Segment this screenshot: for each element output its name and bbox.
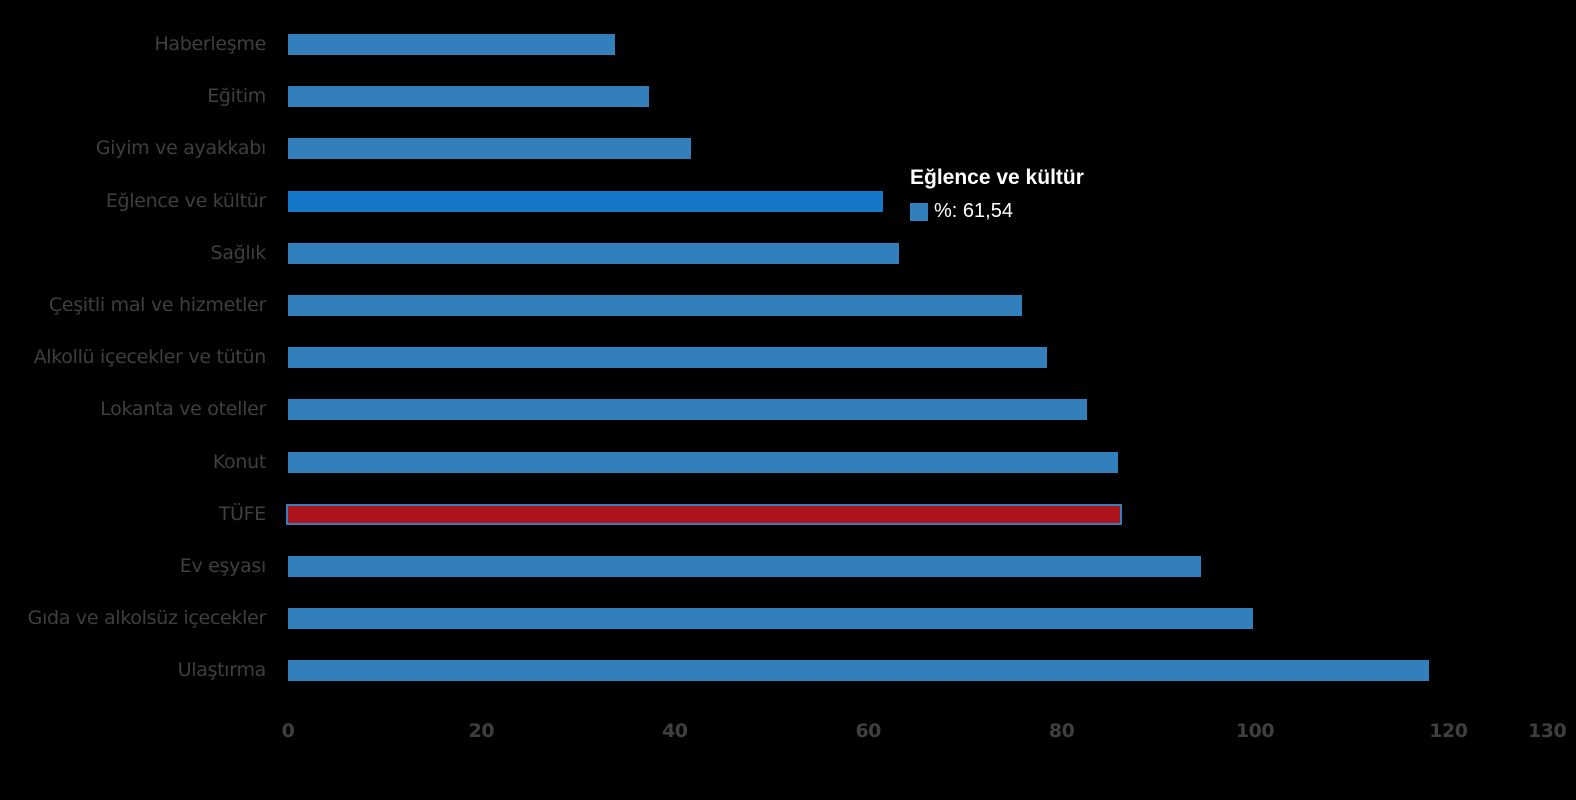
- bar[interactable]: [288, 190, 884, 212]
- x-axis-tick-label: 80: [1048, 720, 1075, 742]
- category-label: Giyim ve ayakkabı: [95, 137, 266, 160]
- bar[interactable]: [288, 242, 900, 264]
- category-label: Eğlence ve kültür: [105, 189, 266, 212]
- bar[interactable]: [288, 505, 1120, 523]
- category-label: Konut: [212, 450, 266, 473]
- category-label: Sağlık: [210, 241, 266, 264]
- bar[interactable]: [288, 608, 1254, 630]
- bar[interactable]: [288, 660, 1430, 682]
- bar[interactable]: [288, 138, 692, 160]
- tooltip-row: %: 61,54: [910, 200, 1084, 223]
- category-label: Alkollü içecekler ve tütün: [33, 346, 267, 369]
- x-axis-tick-label: 120: [1429, 720, 1468, 742]
- tooltip-title: Eğlence ve kültür: [910, 166, 1084, 189]
- x-axis-tick-label: 20: [468, 720, 495, 742]
- bar[interactable]: [288, 399, 1087, 421]
- category-label: Gıda ve alkolsüz içecekler: [27, 607, 267, 630]
- bar[interactable]: [288, 347, 1048, 369]
- category-label: Ulaştırma: [177, 659, 267, 682]
- category-label: Haberleşme: [154, 33, 266, 55]
- x-axis-tick-label: 130: [1528, 720, 1567, 742]
- x-axis-tick-label: 60: [855, 720, 881, 742]
- category-label: TÜFE: [218, 502, 267, 525]
- tooltip-value: %: 61,54: [934, 200, 1013, 222]
- bar[interactable]: [288, 556, 1201, 577]
- category-label: Eğitim: [207, 85, 266, 108]
- series-color-swatch: [910, 202, 928, 221]
- bar[interactable]: [288, 86, 649, 108]
- x-axis-tick-label: 40: [662, 720, 688, 742]
- bar[interactable]: [288, 34, 615, 55]
- bar[interactable]: [288, 451, 1118, 473]
- category-label: Ev eşyası: [179, 555, 267, 577]
- chart-tooltip: Eğlence ve kültür %: 61,54: [910, 166, 1084, 223]
- category-label: Lokanta ve oteller: [100, 398, 266, 421]
- x-axis-tick-label: 100: [1235, 720, 1275, 742]
- x-axis-tick-label: 0: [281, 720, 295, 742]
- bar[interactable]: [288, 295, 1022, 316]
- category-label: Çeşitli mal ve hizmetler: [48, 294, 266, 316]
